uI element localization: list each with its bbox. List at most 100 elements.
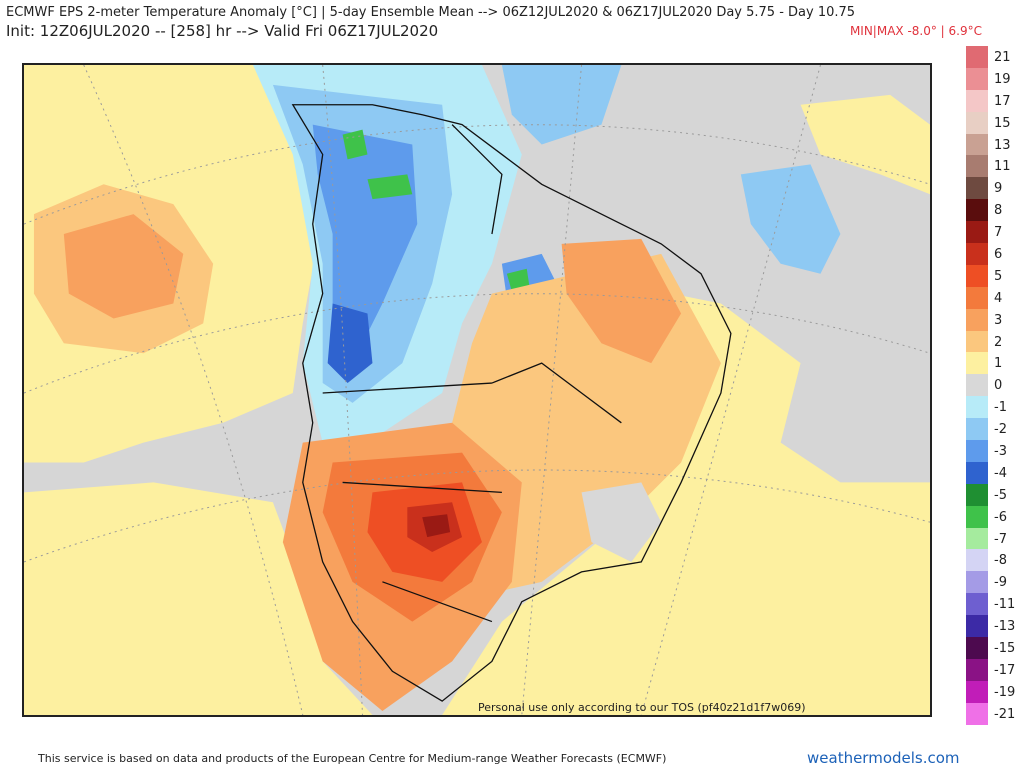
legend-item: -9 [966,571,1007,594]
legend-label: 6 [994,247,1003,263]
legend-label: 0 [994,378,1003,394]
legend-item: -11 [966,593,1015,616]
map-canvas [24,65,930,715]
legend-swatch [966,330,988,353]
legend-swatch [966,637,988,659]
legend-item: -6 [966,505,1007,528]
legend-label: 11 [994,159,1011,175]
legend-item: -4 [966,461,1007,484]
legend-label: -15 [994,641,1016,657]
legend-item: 9 [966,177,1002,200]
legend-swatch [966,308,988,331]
temperature-anomaly-map [22,63,932,717]
legend-item: -7 [966,527,1007,550]
anomaly-field-atlantic-cool [740,164,841,274]
legend-label: 15 [994,115,1011,131]
legend-swatch [966,111,988,134]
color-legend: 21 19 17 15 13 11 9 8 7 6 5 4 3 2 1 0 -1 -2 -3 -4 -5 -6 -7 -8 -9… [966,46,1015,725]
anomaly-field-se-normal [581,482,662,562]
anomaly-field-pacific-warm3 [63,214,184,319]
legend-swatch [966,461,988,484]
anomaly-field-nwt-cold [367,174,413,200]
legend-label: -9 [994,575,1007,591]
legend-label: -17 [994,662,1016,678]
anomaly-field-atlantic-warm [442,283,930,715]
anomaly-field-quebec-warm [561,238,682,364]
legend-label: 21 [994,50,1011,65]
legend-item: -3 [966,440,1007,462]
legend-swatch [966,680,988,703]
legend-label: -6 [994,509,1007,525]
legend-swatch [966,133,988,156]
legend-item: 8 [966,199,1002,222]
legend-swatch [966,483,988,506]
ecmwf-attribution: This service is based on data and produc… [38,752,667,765]
anomaly-field-yukon-cold [342,129,368,160]
legend-swatch [966,221,988,244]
legend-label: -21 [994,706,1016,722]
legend-swatch [966,199,988,222]
legend-swatch [966,658,988,681]
legend-label: 4 [994,290,1003,306]
legend-swatch [966,593,988,616]
legend-label: 5 [994,268,1003,284]
legend-item: -5 [966,483,1007,506]
legend-item: 11 [966,155,1011,178]
legend-label: -5 [994,487,1007,503]
legend-swatch [966,396,988,419]
legend-item: -21 [966,702,1015,725]
legend-label: -4 [994,465,1007,481]
legend-item: -1 [966,396,1007,419]
legend-label: -19 [994,684,1016,700]
anomaly-field-rockies-cool4 [327,303,373,384]
legend-item: 6 [966,243,1002,265]
legend-swatch [966,549,988,572]
legend-swatch [966,352,988,375]
legend-item: 21 [966,46,1011,68]
legend-item: 2 [966,330,1002,353]
legend-item: -15 [966,637,1015,659]
legend-label: -7 [994,531,1007,547]
legend-swatch [966,571,988,594]
legend-label: 7 [994,225,1003,241]
legend-label: 19 [994,71,1011,87]
anomaly-field-hudson-cold [506,268,530,292]
legend-swatch [966,527,988,550]
legend-swatch [966,243,988,265]
legend-item: 5 [966,264,1002,287]
legend-label: 13 [994,137,1011,153]
legend-swatch [966,286,988,309]
legend-label: -2 [994,422,1007,438]
legend-label: 3 [994,312,1003,328]
legend-label: -11 [994,597,1016,613]
legend-swatch [966,155,988,178]
legend-item: 1 [966,352,1002,375]
legend-item: 19 [966,67,1011,90]
legend-swatch [966,440,988,462]
coastlines [291,104,732,702]
legend-item: -19 [966,680,1015,703]
tos-watermark: Personal use only according to our TOS (… [478,701,806,714]
legend-swatch [966,264,988,287]
chart-title: ECMWF EPS 2-meter Temperature Anomaly [°… [6,5,856,20]
brand-link[interactable]: weathermodels.com [807,749,960,767]
legend-label: 8 [994,203,1003,219]
legend-label: -1 [994,400,1007,416]
legend-label: 1 [994,356,1003,372]
legend-item: -17 [966,658,1015,681]
legend-swatch [966,615,988,638]
legend-swatch [966,418,988,441]
legend-label: 9 [994,181,1003,197]
init-valid-subtitle: Init: 12Z06JUL2020 -- [258] hr --> Valid… [6,22,439,40]
legend-item: -13 [966,615,1015,638]
legend-item: 4 [966,286,1002,309]
anomaly-field-peak-hot [422,514,451,538]
legend-item: 7 [966,221,1002,244]
legend-swatch [966,89,988,112]
legend-label: -13 [994,619,1016,635]
legend-swatch [966,46,988,68]
legend-item: 3 [966,308,1002,331]
legend-swatch [966,702,988,725]
legend-swatch [966,67,988,90]
legend-label: 17 [994,93,1011,109]
